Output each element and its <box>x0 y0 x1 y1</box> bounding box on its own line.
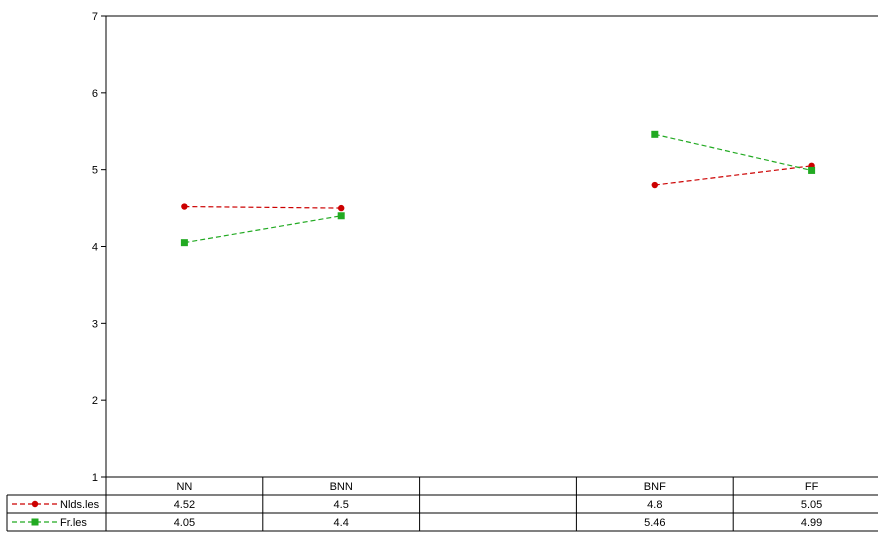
y-tick-label: 4 <box>92 242 98 254</box>
series-nlds-les <box>181 162 815 212</box>
data-label: 4.4 <box>334 517 349 529</box>
data-label: 4.5 <box>334 499 349 511</box>
legend-marker <box>31 518 39 526</box>
y-axis: 1 2 3 4 5 6 7 <box>92 11 106 484</box>
data-point <box>338 204 345 212</box>
data-label: 4.99 <box>801 517 822 529</box>
data-point <box>337 212 345 220</box>
data-point <box>808 166 816 174</box>
series-line <box>654 165 812 186</box>
legend-label: Fr.les <box>60 517 87 529</box>
data-label: 4.52 <box>174 499 195 511</box>
x-tick-label: BNN <box>330 481 353 493</box>
data-point <box>651 181 658 189</box>
x-tick-label: NN <box>176 481 192 493</box>
series-fr-les <box>180 130 816 247</box>
data-point <box>651 130 659 138</box>
series-line <box>184 205 342 209</box>
data-label: 4.05 <box>174 517 195 529</box>
x-tick-label: FF <box>805 481 819 493</box>
plot-area <box>105 15 878 477</box>
y-tick-label: 5 <box>92 165 98 177</box>
series-layer <box>180 130 816 247</box>
y-tick-label: 2 <box>92 395 98 407</box>
data-label: 5.46 <box>644 517 665 529</box>
y-tick-label: 3 <box>92 318 98 330</box>
series-line <box>184 215 342 244</box>
data-label: 5.05 <box>801 499 822 511</box>
y-tick-label: 7 <box>92 11 98 23</box>
y-tick-label: 1 <box>92 472 98 484</box>
data-point <box>181 203 188 210</box>
data-table: NN BNN BNF FF Nlds.les 4.52 4.5 4.8 5.05 Fr.les 4.… <box>6 476 878 532</box>
legend-label: Nlds.les <box>60 499 100 511</box>
x-tick-label: BNF <box>644 481 666 493</box>
y-tick-label: 6 <box>92 88 98 100</box>
legend-marker <box>31 500 39 508</box>
series-line <box>654 133 812 172</box>
data-label: 4.8 <box>647 499 662 511</box>
data-point <box>180 239 188 247</box>
